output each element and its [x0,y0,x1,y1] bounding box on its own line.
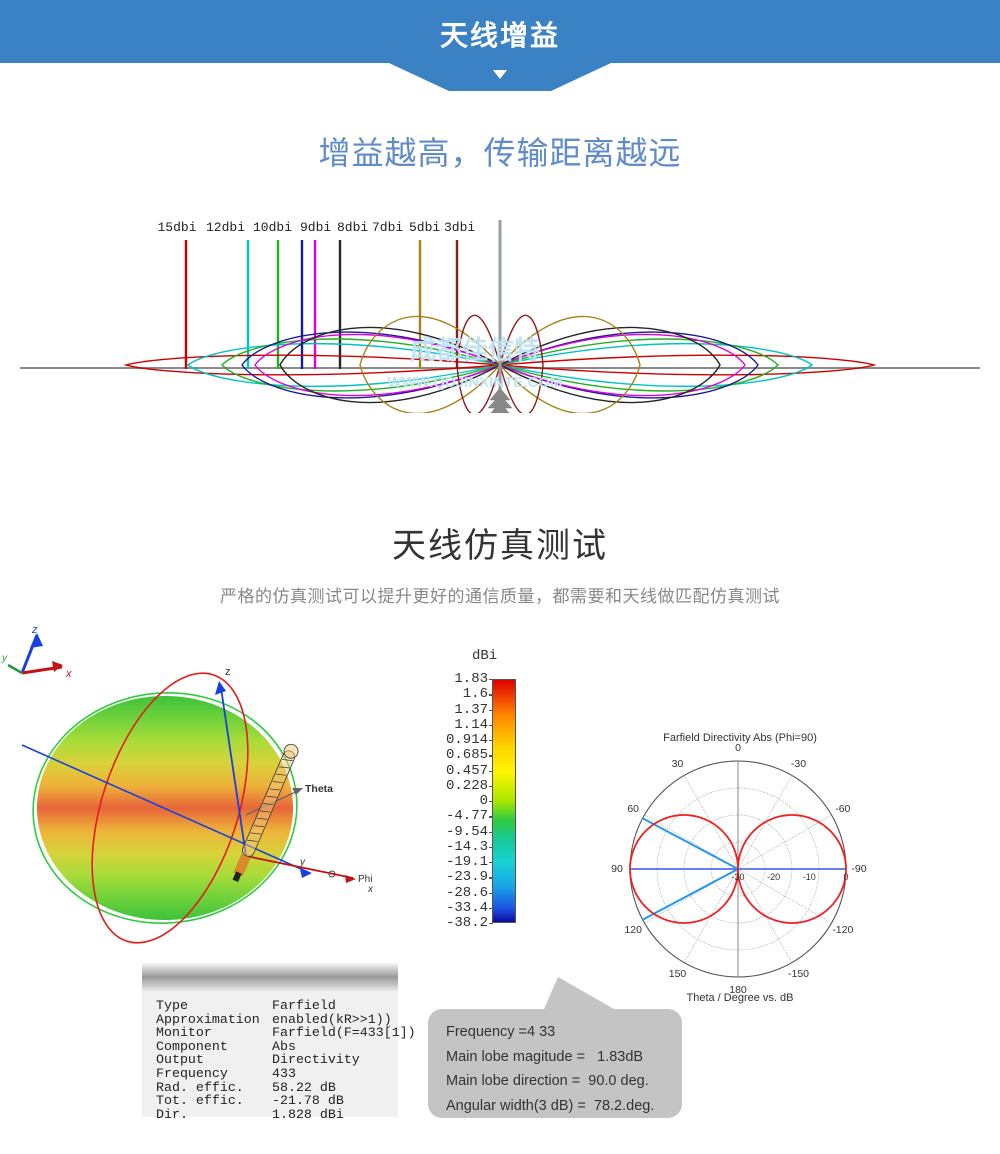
svg-text:z: z [225,666,231,678]
svg-text:z: z [31,625,38,636]
svg-text:Theta: Theta [305,783,333,795]
svg-text:x: x [367,884,374,895]
svg-text:y: y [1,653,8,664]
svg-text:x: x [65,668,72,680]
